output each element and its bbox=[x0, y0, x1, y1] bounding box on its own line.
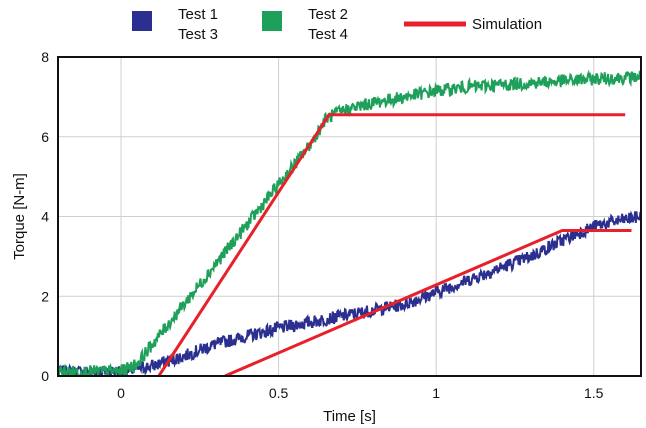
y-tick-label: 4 bbox=[41, 209, 49, 225]
legend: Test 1 Test 3 Test 2 Test 4 Simulation bbox=[132, 6, 542, 43]
x-tick-label: 0.5 bbox=[269, 385, 289, 401]
legend-label: Simulation bbox=[472, 16, 542, 33]
legend-label: Test 4 bbox=[308, 26, 348, 43]
series-line-1 bbox=[58, 69, 641, 376]
y-tick-label: 8 bbox=[41, 49, 49, 65]
plot-series bbox=[58, 69, 641, 376]
legend-label: Test 2 bbox=[308, 6, 348, 23]
legend-label: Test 1 bbox=[178, 6, 218, 23]
legend-swatch bbox=[262, 11, 282, 31]
plot-frame bbox=[57, 56, 642, 377]
legend-entry-1: Test 2 Test 4 bbox=[262, 6, 348, 43]
simulation-line-1 bbox=[224, 229, 632, 376]
series-line-0 bbox=[58, 210, 641, 376]
y-tick-label: 6 bbox=[41, 129, 49, 145]
x-tick-label: 1 bbox=[432, 385, 440, 401]
legend-label: Test 3 bbox=[178, 26, 218, 43]
legend-entry-0: Test 1 Test 3 bbox=[132, 6, 218, 43]
y-axis-label: Torque [N-m] bbox=[11, 173, 28, 260]
grid bbox=[58, 56, 641, 377]
tick-labels: 0 0.5 1 1.5 0 2 4 6 8 bbox=[41, 49, 603, 401]
y-tick-label: 0 bbox=[41, 368, 49, 384]
legend-entry-2: Simulation bbox=[404, 16, 542, 33]
x-tick-label: 0 bbox=[117, 385, 125, 401]
legend-swatch bbox=[132, 11, 152, 31]
simulation-line-0 bbox=[157, 113, 626, 376]
x-axis-label: Time [s] bbox=[323, 408, 376, 425]
y-tick-label: 2 bbox=[41, 288, 49, 304]
x-tick-label: 1.5 bbox=[584, 385, 604, 401]
